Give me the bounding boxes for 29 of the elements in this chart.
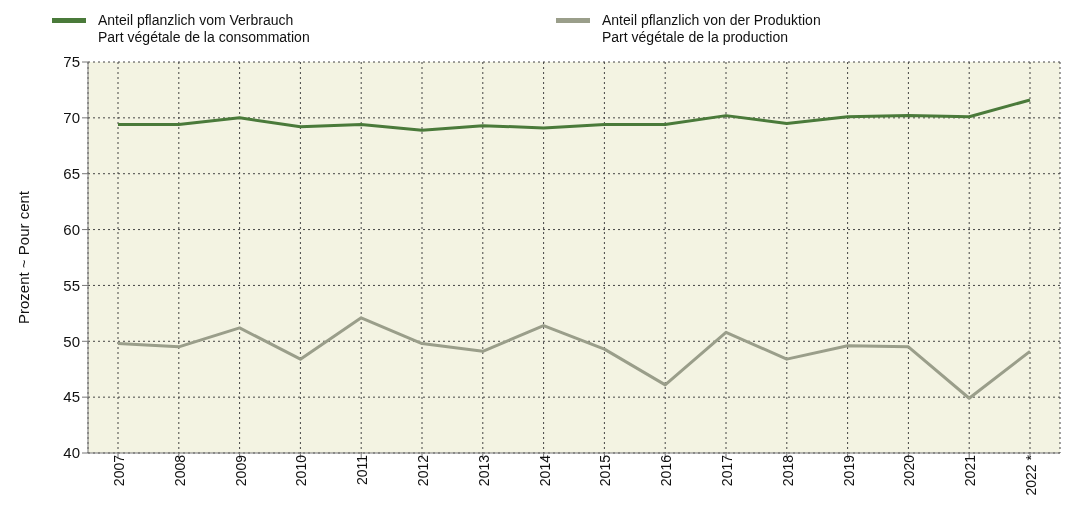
legend-label: Anteil pflanzlich von der Produktion Part végétale de la production: [602, 12, 821, 46]
legend-label: Anteil pflanzlich vom Verbrauch Part végétale de la consommation: [98, 12, 310, 46]
x-tick-label: 2010: [293, 454, 310, 487]
y-tick-label: 65: [63, 165, 80, 183]
y-tick-label: 50: [63, 332, 80, 350]
x-tick-label: 2011: [354, 454, 371, 486]
line-series: [116, 98, 1032, 132]
y-axis-title: Prozent ~ Pour cent: [15, 190, 33, 324]
x-tick-label: 2015: [597, 454, 614, 487]
y-tick-label: 75: [63, 53, 80, 71]
x-tick-label: 2019: [840, 454, 857, 487]
x-tick-label: 2007: [110, 454, 127, 487]
x-tick-label: 2021: [962, 454, 979, 487]
y-tick-label: 60: [63, 220, 80, 238]
x-tick-label: 2009: [232, 454, 249, 487]
y-tick-label: 40: [63, 444, 80, 462]
y-tick-label: 45: [63, 388, 80, 406]
x-tick-label: 2020: [901, 454, 918, 487]
x-tick-label: 2017: [718, 454, 735, 487]
line-series: [116, 316, 1032, 400]
y-tick-label: 70: [63, 109, 80, 127]
x-tick-label: 2014: [536, 454, 553, 487]
x-tick-label: 2022 *: [1022, 454, 1039, 496]
x-tick-label: 2008: [171, 454, 188, 487]
x-tick-label: 2013: [475, 454, 492, 487]
x-tick-label: 2018: [779, 454, 796, 487]
y-tick-label: 55: [63, 276, 80, 294]
x-tick-label: 2012: [414, 454, 431, 487]
x-tick-label: 2016: [658, 454, 675, 487]
